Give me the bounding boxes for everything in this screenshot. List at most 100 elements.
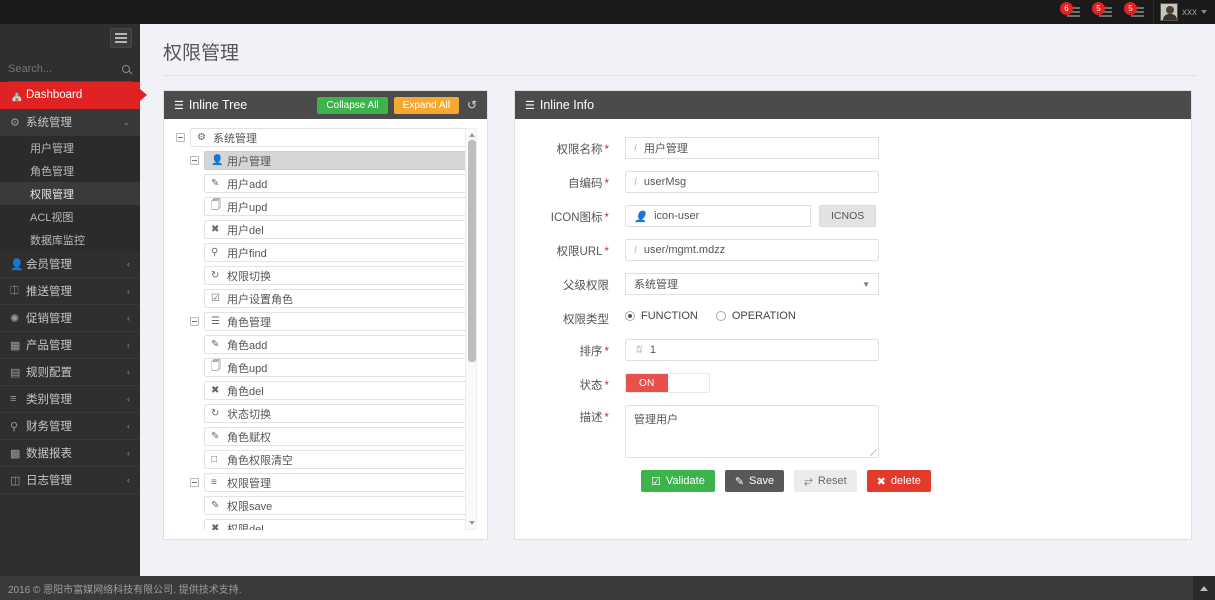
sidebar-subitem-acl-view[interactable]: ACL视图 xyxy=(0,205,140,228)
sidebar-search[interactable] xyxy=(8,56,132,82)
tree-node-box[interactable]: ≡ 权限管理 xyxy=(204,473,475,492)
label-text: 自编码 xyxy=(568,178,603,190)
tree-node-box[interactable]: ✖ 角色del xyxy=(204,381,475,400)
tree-node[interactable]: ✎ 用户add xyxy=(176,174,475,193)
tree-node-box[interactable]: ✖ 权限del xyxy=(204,519,475,530)
tree-node-label: 用户del xyxy=(227,224,264,237)
sidebar-item-push[interactable]: ⎅ 推送管理 ‹ xyxy=(0,278,140,305)
tree-node[interactable]: ✖ 角色del xyxy=(176,381,475,400)
sidebar-item-reports[interactable]: ▩ 数据报表 ‹ xyxy=(0,440,140,467)
tree-node[interactable]: ☑ 用户设置角色 xyxy=(176,289,475,308)
radio-operation[interactable]: OPERATION xyxy=(715,310,796,322)
tree-node[interactable]: ≡ 权限管理 xyxy=(176,473,475,492)
sidebar-subitem-permission-mgmt[interactable]: 权限管理 xyxy=(0,182,140,205)
validate-button[interactable]: ☑ Validate xyxy=(641,470,715,492)
sidebar-item-label: 类别管理 xyxy=(26,394,72,406)
sitemap-icon: ☰ xyxy=(174,99,184,112)
sidebar-subitem-role-mgmt[interactable]: 角色管理 xyxy=(0,159,140,182)
sidebar-item-member[interactable]: 👤 会员管理 ‹ xyxy=(0,251,140,278)
tree-node-box[interactable]: ✎ 角色赋权 xyxy=(204,427,475,446)
description-textarea[interactable]: 管理用户 xyxy=(625,405,879,458)
tree-node-box[interactable]: ⚙ 系统管理 xyxy=(190,128,475,147)
tree-node-box[interactable]: ↻ 权限切换 xyxy=(204,266,475,285)
collapse-all-button[interactable]: Collapse All xyxy=(317,96,388,114)
tree-node-label: 权限save xyxy=(227,500,273,513)
control-order: ⇅ 1 xyxy=(625,339,1171,361)
sidebar-item-product[interactable]: ▦ 产品管理 ‹ xyxy=(0,332,140,359)
tree-collapse-icon[interactable] xyxy=(190,156,199,165)
tree-node[interactable]: ⚲ 用户find xyxy=(176,243,475,262)
sidebar-item-dashboard[interactable]: ⛪ Dashboard xyxy=(0,82,147,109)
status-toggle[interactable]: ON xyxy=(625,373,710,393)
tree-node-box[interactable]: ✎ 用户add xyxy=(204,174,475,193)
tree-node[interactable]: ✖ 权限del xyxy=(176,519,475,530)
tree-scrollbar[interactable] xyxy=(465,128,477,530)
back-to-top-button[interactable] xyxy=(1193,576,1215,600)
scroll-up-icon[interactable] xyxy=(469,132,475,137)
code-input[interactable]: I userMsg xyxy=(625,171,879,193)
save-button[interactable]: ✎ Save xyxy=(724,470,785,492)
tree-node-box[interactable]: ✖ 用户del xyxy=(204,220,475,239)
tree-node-box[interactable]: ☑ 用户设置角色 xyxy=(204,289,475,308)
icon-input[interactable]: 👤 icon-user xyxy=(625,205,811,227)
url-input[interactable]: I user/mgmt.mdzz xyxy=(625,239,879,261)
tree-node[interactable]: 🗍 角色upd xyxy=(176,358,475,377)
tree-node-box[interactable]: 🗍 角色upd xyxy=(204,358,475,377)
search-input[interactable] xyxy=(8,62,108,75)
tree-node-box[interactable]: 🗍 用户upd xyxy=(204,197,475,216)
sidebar-subitem-db-monitor[interactable]: 数据库监控 xyxy=(0,228,140,251)
tree-node-box[interactable]: ✎ 角色add xyxy=(204,335,475,354)
parent-select[interactable]: 系统管理 ▼ xyxy=(625,273,879,295)
tree-node[interactable]: ✖ 用户del xyxy=(176,220,475,239)
tree-node-box[interactable]: □ 角色权限清空 xyxy=(204,450,475,469)
hamburger-icon[interactable] xyxy=(110,28,132,48)
label-text: 权限类型 xyxy=(563,314,609,326)
tree-node[interactable]: 🗍 用户upd xyxy=(176,197,475,216)
name-input[interactable]: I 用户管理 xyxy=(625,137,879,159)
tree-collapse-icon[interactable] xyxy=(190,317,199,326)
tree-node-box[interactable]: ⚲ 用户find xyxy=(204,243,475,262)
tree-portlet-header: ☰ Inline Tree Collapse All Expand All ↺ xyxy=(164,91,487,119)
sidebar-item-logs[interactable]: ◫ 日志管理 ‹ xyxy=(0,467,140,494)
delete-label: delete xyxy=(890,475,921,487)
refresh-icon[interactable]: ↺ xyxy=(466,98,477,112)
tree-node-box[interactable]: ↻ 状态切换 xyxy=(204,404,475,423)
tree-node-box[interactable]: ✎ 权限save xyxy=(204,496,475,515)
notification-envelope[interactable]: 5 xyxy=(1089,0,1121,24)
sidebar-item-rules[interactable]: ▤ 规则配置 ‹ xyxy=(0,359,140,386)
tree-collapse-icon[interactable] xyxy=(190,478,199,487)
sidebar-item-finance[interactable]: ⚲ 财务管理 ‹ xyxy=(0,413,140,440)
tree-node[interactable]: □ 角色权限清空 xyxy=(176,450,475,469)
tree-node[interactable]: ☰ 角色管理 xyxy=(176,312,475,331)
sidebar-item-system[interactable]: ⚙ 系统管理 ⌄ xyxy=(0,109,140,136)
tree-node[interactable]: ✎ 角色add xyxy=(176,335,475,354)
tree-node[interactable]: ✎ 角色赋权 xyxy=(176,427,475,446)
tree-node-box[interactable]: 👤 用户管理 xyxy=(204,151,475,170)
sidebar-subitem-user-mgmt[interactable]: 用户管理 xyxy=(0,136,140,159)
times-icon: ✖ xyxy=(211,224,220,235)
expand-all-button[interactable]: Expand All xyxy=(393,96,459,114)
notification-bars[interactable]: 6 xyxy=(1057,0,1089,24)
tree-node-box[interactable]: ☰ 角色管理 xyxy=(204,312,475,331)
delete-button[interactable]: ✖ delete xyxy=(866,470,931,492)
search-icon[interactable] xyxy=(122,64,130,73)
sidebar-item-promotion[interactable]: ✺ 促销管理 ‹ xyxy=(0,305,140,332)
reset-button[interactable]: ⥂ Reset xyxy=(794,470,857,492)
sidebar-item-category[interactable]: ≡ 类别管理 ‹ xyxy=(0,386,140,413)
icnos-button[interactable]: ICNOS xyxy=(819,205,877,227)
field-row-name: 权限名称 * I 用户管理 xyxy=(515,137,1171,159)
tree-node[interactable]: ✎ 权限save xyxy=(176,496,475,515)
tree-collapse-icon[interactable] xyxy=(176,133,185,142)
radio-function[interactable]: FUNCTION xyxy=(625,310,698,322)
scroll-down-icon[interactable] xyxy=(469,521,475,526)
user-menu[interactable]: xxx xyxy=(1153,0,1215,24)
order-input[interactable]: ⇅ 1 xyxy=(625,339,879,361)
tree-node[interactable]: 👤 用户管理 xyxy=(176,151,475,170)
tree-scroll-area[interactable]: ⚙ 系统管理 👤 用户管理 ✎ 用户add 🗍 用户upd ✖ 用户del ⚲ 用户find ↻ 权限切换… xyxy=(176,128,477,530)
tree-node[interactable]: ⚙ 系统管理 xyxy=(176,128,475,147)
tree-node[interactable]: ↻ 状态切换 xyxy=(176,404,475,423)
notification-tasks[interactable]: 5 xyxy=(1121,0,1153,24)
tree-node[interactable]: ↻ 权限切换 xyxy=(176,266,475,285)
sidebar-item-label: 会员管理 xyxy=(26,259,72,271)
scrollbar-thumb[interactable] xyxy=(468,140,476,362)
